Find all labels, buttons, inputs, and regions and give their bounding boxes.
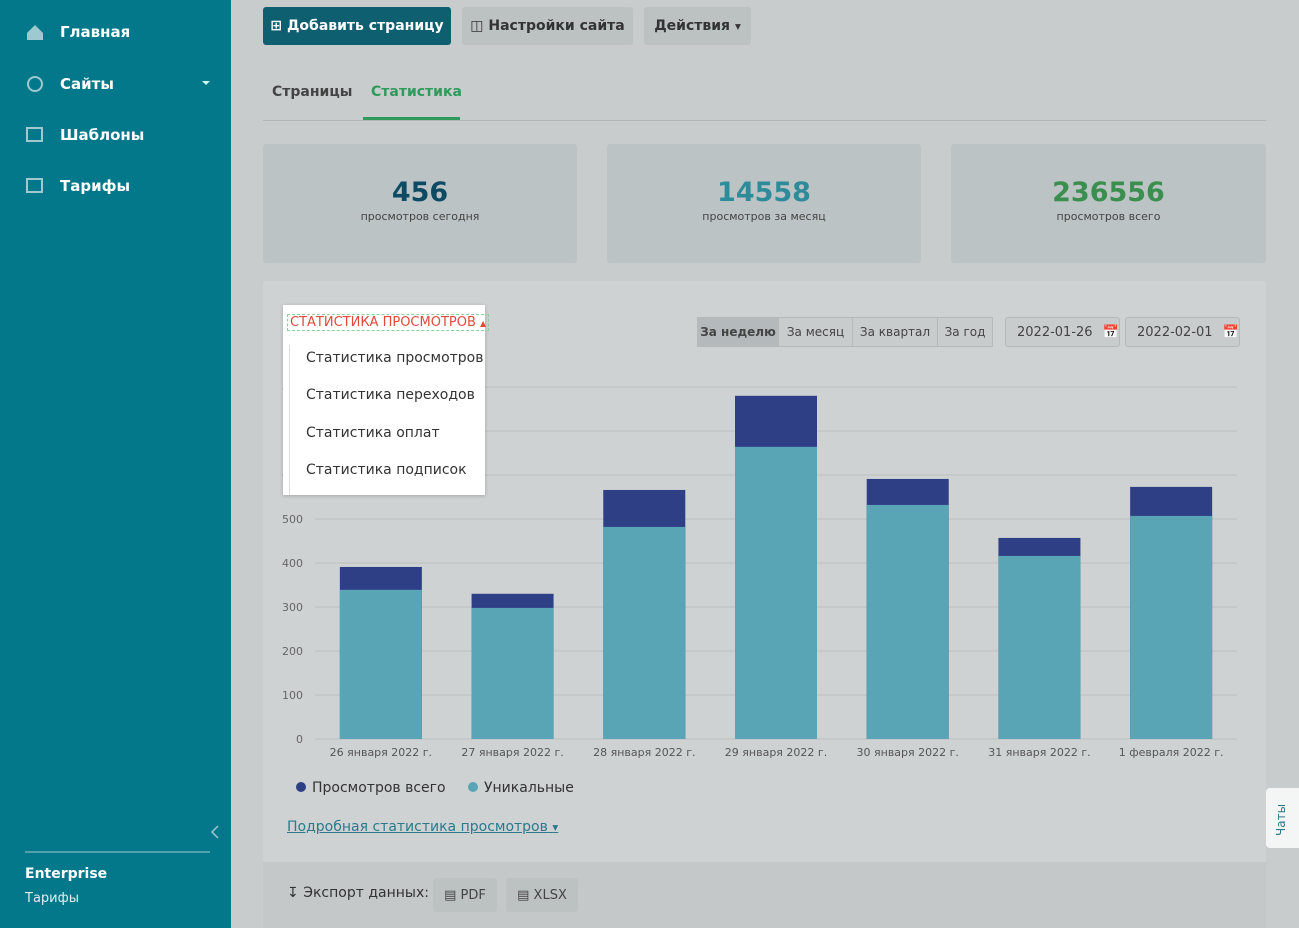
y-tick-label: 200 [282, 645, 303, 658]
export-pdf[interactable]: ▤ PDF [433, 878, 497, 912]
stat-card: 456 просмотров сегодня [263, 144, 577, 263]
legend-label: Просмотров всего [312, 780, 446, 796]
label: Экспорт данных: [303, 885, 429, 901]
dropdown-option[interactable]: Статистика переходов [306, 387, 475, 403]
settings-button[interactable]: ◫ Настройки сайта [462, 7, 633, 45]
stat-label: просмотров сегодня [360, 210, 480, 223]
stat-value: 14558 [717, 177, 811, 208]
x-tick-label: 28 января 2022 г. [593, 746, 695, 759]
y-tick-label: 400 [282, 557, 303, 570]
dropdown-option[interactable]: Статистика просмотров [306, 350, 484, 366]
period-button[interactable]: За квартал [852, 317, 938, 347]
bar [339, 589, 422, 739]
y-tick-label: 500 [282, 513, 303, 526]
export-bar [263, 862, 1266, 928]
dropdown-option[interactable]: Статистика оплат [306, 425, 440, 441]
details-link[interactable]: Подробная статистика просмотров ▾ [287, 819, 559, 835]
x-tick-label: 29 января 2022 г. [725, 746, 827, 759]
nav-item[interactable]: Сайты [60, 75, 114, 93]
x-tick-label: 26 января 2022 г. [330, 746, 432, 759]
label: Действия [654, 18, 731, 34]
bar [998, 555, 1081, 739]
export-label: ↧ Экспорт данных: [287, 885, 429, 901]
period-button[interactable]: За неделю [697, 317, 779, 347]
label: Настройки сайта [488, 18, 625, 34]
tab-divider [263, 120, 1266, 121]
x-tick-label: 27 января 2022 г. [461, 746, 563, 759]
tab-active[interactable]: Статистика [371, 84, 462, 100]
bar [735, 446, 817, 739]
stat-card: 14558 просмотров за месяц [607, 144, 921, 263]
y-tick-label: 100 [282, 689, 303, 702]
x-tick-label: 1 февраля 2022 г. [1119, 746, 1224, 759]
dropdown-option[interactable]: Статистика подписок [306, 462, 467, 478]
label: XLSX [533, 887, 567, 903]
export-xlsx[interactable]: ▤ XLSX [506, 878, 578, 912]
chats-tab[interactable]: Чаты [1266, 788, 1299, 848]
label: Чаты [1274, 803, 1288, 836]
dropdown-border [289, 345, 290, 495]
period-button[interactable]: За год [937, 317, 993, 347]
selector[interactable]: СТАТИСТИКА ПРОСМОТРОВ ▲ [287, 314, 490, 331]
stat-label: просмотров всего [1056, 210, 1161, 223]
bar [866, 504, 949, 739]
y-tick-label: 0 [296, 733, 303, 746]
label: СТАТИСТИКА ПРОСМОТРОВ [290, 315, 476, 330]
label: Добавить страницу [286, 18, 444, 34]
stat-card: 236556 просмотров всего [951, 144, 1266, 263]
legend-marker [468, 782, 478, 792]
add-page-button[interactable]: ⊞ Добавить страницу [263, 7, 451, 45]
nav-item[interactable]: Тарифы [60, 177, 131, 195]
sidebar-icons [25, 25, 219, 853]
x-tick-label: 30 января 2022 г. [857, 746, 959, 759]
bar [1130, 515, 1213, 739]
plan-link[interactable]: Тарифы [25, 891, 79, 906]
date-to[interactable]: 2022-02-01 📅 [1125, 317, 1240, 347]
date: 2022-02-01 [1137, 324, 1213, 340]
stat-dropdown: СТАТИСТИКА ПРОСМОТРОВ ▲ [283, 305, 490, 495]
nav-item[interactable]: Главная [60, 23, 131, 41]
y-tick-label: 300 [282, 601, 303, 614]
date: 2022-01-26 [1017, 324, 1093, 340]
stat-label: просмотров за месяц [702, 210, 826, 223]
bar [603, 526, 686, 739]
x-tick-label: 31 января 2022 г. [988, 746, 1090, 759]
label: Подробная статистика просмотров [287, 819, 548, 835]
legend-label: Уникальные [484, 780, 574, 796]
tab[interactable]: Страницы [272, 84, 353, 100]
plan-name: Enterprise [25, 866, 108, 882]
nav-item[interactable]: Шаблоны [60, 126, 145, 144]
stat-value: 456 [391, 177, 449, 208]
stat-value: 236556 [1052, 177, 1165, 208]
period-button[interactable]: За месяц [778, 317, 853, 347]
label: PDF [460, 887, 486, 903]
bar [471, 607, 554, 739]
legend-marker [296, 782, 306, 792]
date-from[interactable]: 2022-01-26 📅 [1005, 317, 1120, 347]
sidebar [0, 0, 231, 928]
tab-underline [363, 117, 460, 120]
actions-button[interactable]: Действия ▾ [644, 7, 751, 45]
